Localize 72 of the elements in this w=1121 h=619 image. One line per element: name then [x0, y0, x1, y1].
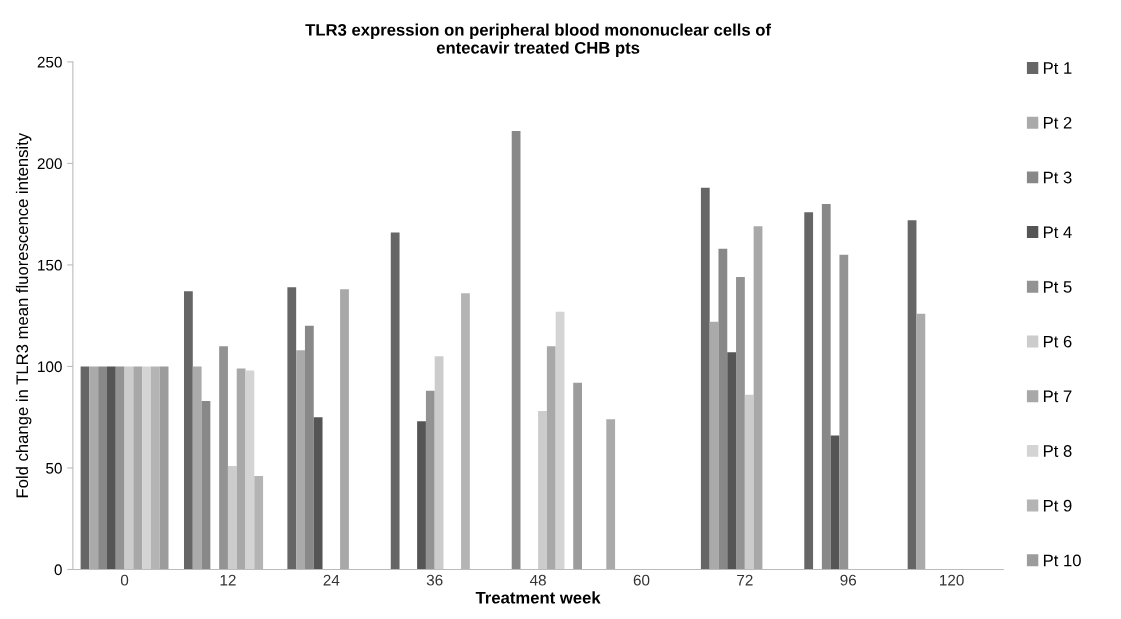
bar — [555, 311, 565, 570]
x-tick-label: 48 — [529, 574, 546, 586]
bar — [89, 366, 99, 570]
bar — [753, 226, 763, 570]
bar — [390, 232, 400, 570]
y-tick-label: 150 — [38, 259, 62, 271]
bar — [434, 356, 444, 570]
bar — [606, 419, 616, 570]
bar — [227, 465, 237, 570]
bar — [313, 417, 323, 570]
legend-label: Pt 4 — [1043, 226, 1072, 239]
bar — [219, 346, 228, 570]
bar — [727, 352, 737, 570]
bar — [296, 350, 305, 570]
bar — [830, 435, 840, 570]
legend-label: Pt 6 — [1043, 335, 1072, 348]
bar — [201, 400, 211, 570]
y-tick-label: 200 — [37, 158, 62, 170]
x-tick-label: 60 — [633, 574, 650, 586]
bar — [700, 187, 710, 570]
bar — [804, 212, 814, 570]
chart-title: TLR3 expression on peripheral blood mononuclear cells of entecavir treated CHB pts — [305, 23, 772, 58]
y-axis-title: Fold change in TLR3 mean fluorescence intensity — [15, 132, 32, 498]
y-tick-label: 100 — [38, 361, 62, 373]
legend-label: Pt 9 — [1043, 499, 1072, 512]
bar — [573, 382, 583, 570]
legend-label: Pt 5 — [1043, 281, 1072, 293]
bar — [98, 366, 107, 570]
bar — [142, 366, 151, 570]
bar — [417, 421, 426, 570]
bar — [340, 289, 349, 570]
x-tick-label: 12 — [220, 574, 236, 586]
x-tick-label: 24 — [323, 574, 340, 586]
bar — [287, 287, 297, 570]
bar — [133, 366, 143, 570]
bar — [425, 390, 435, 570]
x-tick-label: 36 — [426, 574, 443, 586]
bar — [511, 130, 521, 570]
bar — [744, 394, 754, 570]
legend-label: Pt 3 — [1043, 171, 1072, 184]
bar — [192, 366, 202, 570]
legend-label: Pt 1 — [1043, 62, 1072, 74]
bar — [236, 368, 246, 570]
x-tick-label: 96 — [840, 574, 857, 586]
x-tick-label: 120 — [940, 574, 964, 586]
bar — [839, 254, 849, 570]
bar — [184, 291, 193, 570]
y-tick-label: 250 — [37, 56, 62, 68]
bar — [538, 411, 547, 570]
legend-label: Pt 7 — [1043, 390, 1072, 403]
y-tick-label: 50 — [46, 462, 62, 474]
bar — [709, 321, 719, 570]
bar — [907, 220, 917, 570]
bar — [821, 204, 831, 570]
legend-label: Pt 10 — [1043, 554, 1081, 567]
bar — [124, 366, 134, 570]
x-axis-title: Treatment week — [475, 591, 601, 604]
bar — [546, 346, 556, 570]
bar — [916, 313, 926, 570]
bar — [304, 325, 314, 570]
x-tick-label: 0 — [120, 574, 129, 586]
y-tick-label: 0 — [54, 564, 62, 576]
legend-label: Pt 2 — [1043, 116, 1072, 129]
bar — [159, 366, 169, 570]
bar — [80, 366, 90, 570]
x-tick-label: 72 — [737, 574, 753, 586]
bar — [115, 366, 125, 570]
bar — [736, 277, 745, 570]
bar — [106, 366, 116, 570]
bar — [718, 248, 728, 570]
bar — [245, 370, 255, 570]
legend-label: Pt 8 — [1043, 445, 1072, 457]
